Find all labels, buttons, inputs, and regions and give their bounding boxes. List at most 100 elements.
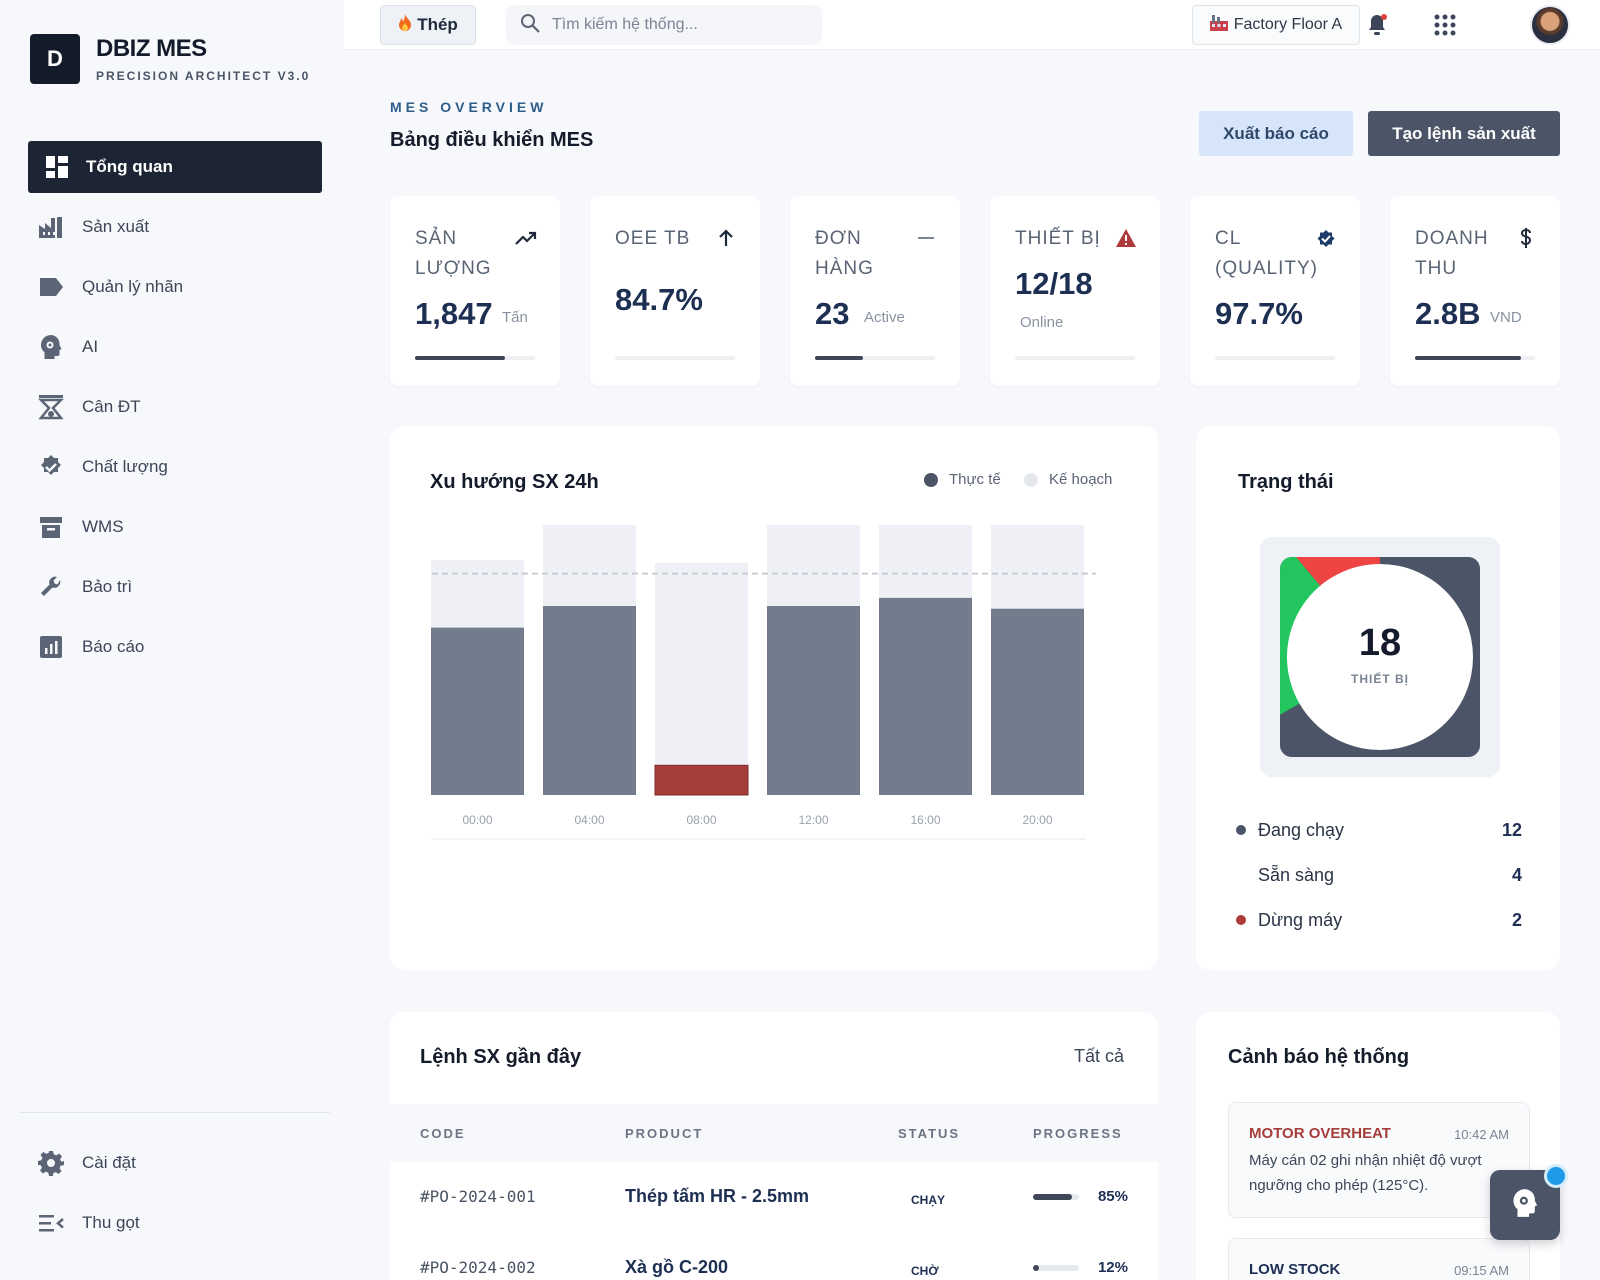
kpi-unit: Active xyxy=(864,309,905,326)
status-row-stopped: Dừng máy 2 xyxy=(1236,905,1522,935)
status-dot xyxy=(1236,825,1246,835)
kpi-label: ĐƠN HÀNG xyxy=(815,228,874,279)
alert-title: MOTOR OVERHEAT xyxy=(1249,1125,1391,1142)
actual-bar xyxy=(767,606,860,795)
factory-icon xyxy=(38,214,64,240)
sidebar-item-label: AI xyxy=(82,337,99,356)
status-donut-chart xyxy=(1280,557,1480,757)
kpi-unit: Tấn xyxy=(502,309,528,326)
notification-bell-icon[interactable] xyxy=(1364,12,1390,38)
apps-grid-icon[interactable] xyxy=(1432,12,1458,38)
status-dot xyxy=(1236,915,1246,925)
search-box[interactable] xyxy=(506,5,822,45)
order-product: Xà gồ C-200 xyxy=(625,1257,729,1277)
order-progress-bar xyxy=(1033,1194,1079,1200)
kpi-card-doanh-thu[interactable]: DOANH THU 2.8B VND xyxy=(1390,196,1560,386)
sidebar-item-thu-gon[interactable]: Thu gọt xyxy=(28,1197,322,1249)
orders-title: Lệnh SX gần đây xyxy=(420,1046,582,1068)
label-icon xyxy=(38,274,64,300)
order-progress-fill xyxy=(1033,1265,1039,1271)
alert-title: LOW STOCK xyxy=(1249,1261,1341,1278)
wrench-icon xyxy=(38,574,64,600)
sidebar-bottom-nav: Cài đặt Thu gọt xyxy=(28,1137,322,1257)
kpi-progress-bar xyxy=(1215,356,1335,360)
sidebar-item-chat-luong[interactable]: Chất lượng xyxy=(28,441,322,493)
kpi-card-quality[interactable]: CL (QUALITY) 97.7% xyxy=(1190,196,1360,386)
sidebar-item-bao-tri[interactable]: Bảo trì xyxy=(28,561,322,613)
dollar-icon xyxy=(1514,226,1538,250)
kpi-card-thiet-bi[interactable]: THIẾT BỊ 12/18 Online xyxy=(990,196,1160,386)
factory-selector[interactable]: Factory Floor A xyxy=(1192,5,1360,45)
trend-chart-title: Xu hướng SX 24h xyxy=(430,471,599,493)
status-title: Trạng thái xyxy=(1238,471,1334,493)
status-total-label: THIẾT BỊ xyxy=(1351,672,1409,686)
sidebar-divider xyxy=(20,1112,330,1113)
search-input[interactable] xyxy=(552,16,802,34)
x-tick-label: 16:00 xyxy=(910,813,940,827)
actual-bar xyxy=(654,764,749,796)
factory-emoji-icon xyxy=(1209,14,1228,36)
orders-view-all-link[interactable]: Tất cả xyxy=(1074,1046,1125,1066)
kpi-card-don-hang[interactable]: ĐƠN HÀNG 23 Active xyxy=(790,196,960,386)
actual-bar xyxy=(991,608,1084,795)
create-order-button[interactable]: Tạo lệnh sản xuất xyxy=(1368,111,1560,156)
brand[interactable]: D DBIZ MES PRECISION ARCHITECT V3.0 xyxy=(30,34,310,84)
search-icon xyxy=(520,13,540,38)
x-tick-label: 00:00 xyxy=(462,813,492,827)
kpi-progress-fill xyxy=(1415,356,1521,360)
order-code: #PO-2024-001 xyxy=(420,1187,536,1206)
kpi-card-oee[interactable]: OEE TB 84.7% xyxy=(590,196,760,386)
sidebar-item-bao-cao[interactable]: Báo cáo xyxy=(28,621,322,673)
sidebar-item-ai[interactable]: AI xyxy=(28,321,322,373)
page-title: Bảng điều khiển MES xyxy=(390,129,594,151)
ai-brain-icon xyxy=(1511,1188,1539,1223)
status-row-running: Đang chạy 12 xyxy=(1236,815,1522,845)
kpi-progress-bar xyxy=(615,356,735,360)
alerts-title: Cảnh báo hệ thống xyxy=(1228,1046,1410,1068)
factory-label: Factory Floor A xyxy=(1233,16,1343,33)
topbar: Thép Factory Floor A xyxy=(344,0,1600,50)
x-tick-label: 12:00 xyxy=(798,813,828,827)
alert-card-low-stock[interactable]: LOW STOCK 09:15 AM xyxy=(1228,1238,1530,1280)
sidebar-item-label: Bảo trì xyxy=(82,577,133,596)
legend-plan: Kế hoạch xyxy=(1024,471,1112,488)
kpi-progress-bar xyxy=(1015,356,1135,360)
brand-subtitle: PRECISION ARCHITECT V3.0 xyxy=(96,69,311,83)
col-header-progress: PROGRESS xyxy=(1033,1126,1123,1141)
order-status-badge: CHỜ xyxy=(911,1264,939,1278)
sidebar-item-wms[interactable]: WMS xyxy=(28,501,322,553)
legend-actual-label: Thực tế xyxy=(949,471,1001,488)
alert-message: Máy cán 02 ghi nhận nhiệt độ vượt ngưỡng… xyxy=(1249,1152,1482,1194)
export-report-button[interactable]: Xuất báo cáo xyxy=(1199,111,1353,156)
kpi-card-san-luong[interactable]: SẢN LƯỢNG 1,847 Tấn xyxy=(390,196,560,386)
order-progress-value: 85% xyxy=(1097,1188,1128,1205)
material-chip[interactable]: Thép xyxy=(380,5,476,45)
sidebar-item-label: Tổng quan xyxy=(86,157,173,176)
report-chart-icon xyxy=(38,634,64,660)
status-total: 18 xyxy=(1358,622,1402,664)
x-tick-label: 20:00 xyxy=(1022,813,1052,827)
kpi-progress-bar xyxy=(815,356,935,360)
order-progress-bar xyxy=(1033,1265,1079,1271)
user-avatar[interactable] xyxy=(1530,5,1570,45)
ai-brain-icon xyxy=(38,334,64,360)
sidebar-item-can-dt[interactable]: Cân ĐT xyxy=(28,381,322,433)
sidebar-item-label: Sản xuất xyxy=(82,217,150,236)
sidebar-item-cai-dat[interactable]: Cài đặt xyxy=(28,1137,322,1189)
alert-card-motor-overheat[interactable]: MOTOR OVERHEAT 10:42 AM Máy cán 02 ghi n… xyxy=(1228,1102,1530,1218)
collapse-menu-icon xyxy=(38,1210,64,1236)
verified-icon xyxy=(38,454,64,480)
status-value: 4 xyxy=(1511,864,1522,885)
sidebar-item-label: Chất lượng xyxy=(82,457,168,476)
sidebar-item-tong-quan[interactable]: Tổng quan xyxy=(28,141,322,193)
inventory-icon xyxy=(38,514,64,540)
kpi-value: 23 xyxy=(815,296,850,331)
gear-icon xyxy=(38,1150,64,1176)
sidebar-item-quan-ly-nhan[interactable]: Quản lý nhãn xyxy=(28,261,322,313)
verified-badge-icon xyxy=(1314,226,1338,250)
material-chip-label: Thép xyxy=(417,15,458,34)
donut-hole xyxy=(1287,564,1473,750)
fire-icon xyxy=(398,13,412,37)
sidebar-item-san-xuat[interactable]: Sản xuất xyxy=(28,201,322,253)
sidebar-item-label: Cân ĐT xyxy=(82,397,141,416)
